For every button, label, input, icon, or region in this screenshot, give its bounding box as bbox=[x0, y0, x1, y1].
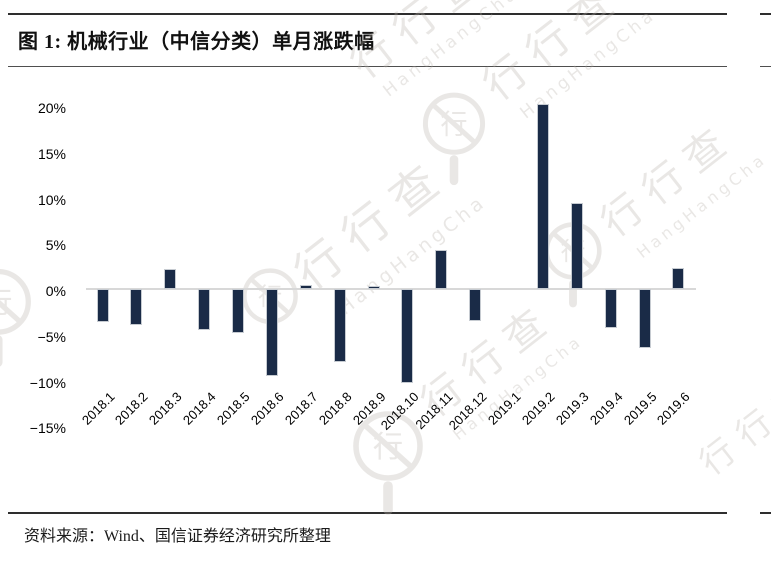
title-underline-rule bbox=[8, 66, 727, 67]
bar bbox=[130, 289, 143, 325]
bar bbox=[672, 267, 685, 289]
bar bbox=[536, 104, 549, 289]
y-tick-label: 0% bbox=[45, 283, 66, 299]
y-tick-label: −10% bbox=[29, 374, 66, 391]
source-note: 资料来源：Wind、国信证券经济研究所整理 bbox=[24, 528, 331, 545]
y-tick-label: 15% bbox=[37, 145, 66, 162]
bar bbox=[570, 202, 583, 289]
top-rule bbox=[8, 13, 727, 15]
figure-title: 图 1: 机械行业（中信分类）单月涨跌幅 bbox=[18, 31, 375, 53]
bar bbox=[164, 268, 177, 289]
bar bbox=[232, 289, 245, 334]
bar bbox=[604, 289, 617, 328]
bar bbox=[96, 289, 109, 323]
y-tick-label: 20% bbox=[37, 100, 66, 116]
bar bbox=[198, 289, 211, 331]
top-rule-right-sliver bbox=[760, 13, 771, 15]
y-tick-label: 10% bbox=[37, 191, 66, 208]
bar bbox=[401, 289, 414, 383]
y-tick-label: −15% bbox=[29, 420, 66, 437]
bottom-rule-right-sliver bbox=[760, 512, 771, 514]
bar bbox=[367, 286, 380, 289]
bar bbox=[469, 289, 482, 322]
bar bbox=[638, 289, 651, 348]
bar bbox=[435, 250, 448, 289]
title-underline-rule-right-sliver bbox=[760, 66, 771, 67]
bar bbox=[265, 289, 278, 377]
zero-axis-line bbox=[86, 288, 696, 290]
bottom-rule bbox=[8, 512, 727, 514]
bar bbox=[333, 289, 346, 362]
y-tick-label: 5% bbox=[45, 237, 66, 254]
y-tick-label: −5% bbox=[37, 328, 66, 345]
bar bbox=[299, 285, 312, 289]
